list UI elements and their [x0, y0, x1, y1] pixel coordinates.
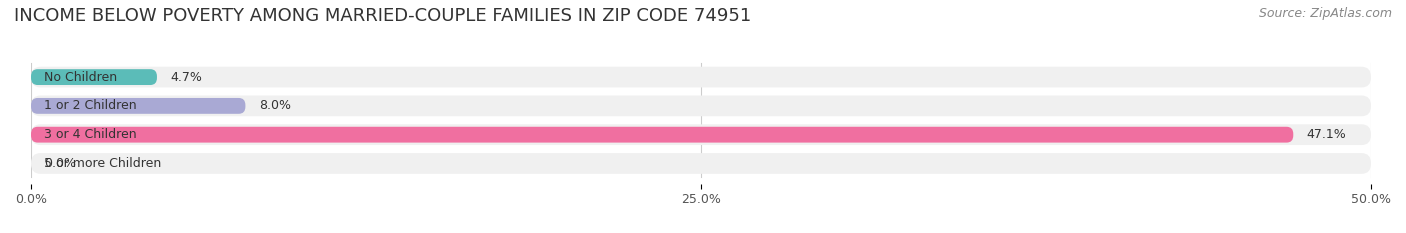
Text: 1 or 2 Children: 1 or 2 Children [45, 99, 136, 112]
FancyBboxPatch shape [31, 69, 157, 85]
FancyBboxPatch shape [31, 98, 246, 114]
FancyBboxPatch shape [31, 96, 1371, 116]
Text: INCOME BELOW POVERTY AMONG MARRIED-COUPLE FAMILIES IN ZIP CODE 74951: INCOME BELOW POVERTY AMONG MARRIED-COUPL… [14, 7, 751, 25]
FancyBboxPatch shape [31, 67, 1371, 87]
Text: 4.7%: 4.7% [170, 71, 202, 84]
Text: 47.1%: 47.1% [1306, 128, 1347, 141]
FancyBboxPatch shape [31, 124, 1371, 145]
Text: 5 or more Children: 5 or more Children [45, 157, 162, 170]
Text: 0.0%: 0.0% [45, 157, 76, 170]
FancyBboxPatch shape [31, 153, 1371, 174]
FancyBboxPatch shape [31, 127, 1294, 143]
Text: No Children: No Children [45, 71, 118, 84]
Text: 8.0%: 8.0% [259, 99, 291, 112]
Text: Source: ZipAtlas.com: Source: ZipAtlas.com [1258, 7, 1392, 20]
Text: 3 or 4 Children: 3 or 4 Children [45, 128, 136, 141]
